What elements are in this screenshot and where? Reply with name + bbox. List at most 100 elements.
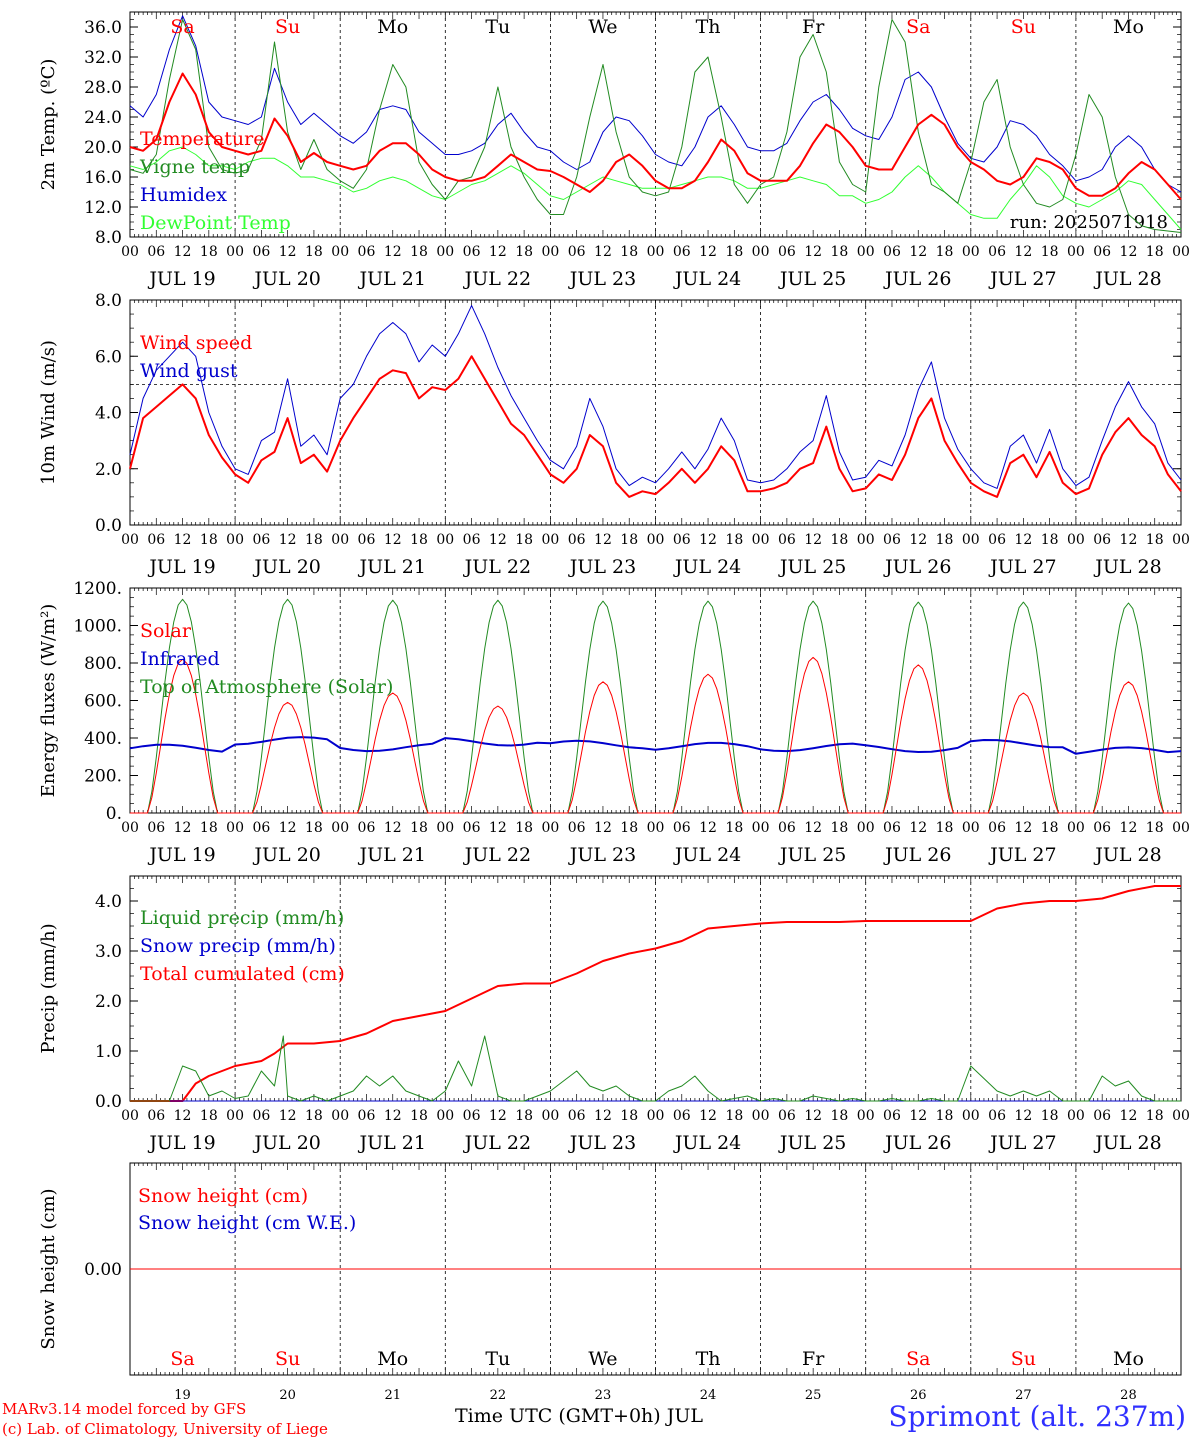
date-label: JUL 25 [778,556,846,578]
hour-label: 18 [515,244,533,260]
model-credit: MARv3.14 model forced by GFS [2,1400,247,1418]
run-label: run: 2025071918 [1010,212,1168,233]
date-label: JUL 27 [988,556,1056,578]
hour-label: 00 [752,532,770,548]
hour-label: 18 [1146,1108,1164,1124]
date-label: JUL 24 [673,1132,741,1154]
hour-label: 00 [541,820,559,836]
weekday-label: Su [275,1348,300,1370]
hour-label: 18 [1146,820,1164,836]
hour-label: 06 [568,244,586,260]
hour-label: 06 [883,532,901,548]
hour-label: 12 [1120,820,1138,836]
hour-label: 00 [857,244,875,260]
hour-label: 00 [1172,1108,1190,1124]
date-label: JUL 21 [358,268,426,290]
hour-label: 12 [174,532,192,548]
hour-label: 00 [226,1108,244,1124]
y-axis-label: 2m Temp. (ºC) [38,59,59,191]
y-tick-label: 36.0 [84,18,122,38]
hour-label: 12 [174,820,192,836]
hour-label: 06 [778,532,796,548]
hour-label: 06 [358,1108,376,1124]
date-label: JUL 23 [568,268,636,290]
weekday-label: Th [696,16,721,38]
y-tick-label: 2.0 [95,460,122,480]
hour-label: 00 [647,532,665,548]
hour-label: 12 [279,820,297,836]
weekday-label: Sa [906,16,930,38]
legend-entry: Wind gust [140,360,238,382]
hour-label: 18 [831,244,849,260]
date-label: JUL 20 [252,268,320,290]
weekday-label: Tu [485,16,510,38]
hour-label: 06 [778,820,796,836]
series-line [129,355,1182,498]
date-label: JUL 21 [358,556,426,578]
date-label: JUL 24 [673,844,741,866]
hour-label: 06 [988,244,1006,260]
date-label: JUL 19 [147,844,215,866]
date-label: JUL 22 [463,844,531,866]
hour-label: 00 [331,244,349,260]
hour-label: 12 [594,244,612,260]
weekday-label: Mo [1113,1348,1144,1370]
hour-label: 00 [331,1108,349,1124]
hour-label: 12 [489,820,507,836]
hour-label: 18 [410,244,428,260]
day-number: 28 [1120,1388,1137,1403]
hour-label: 00 [962,244,980,260]
hour-label: 00 [752,1108,770,1124]
date-label: JUL 19 [147,556,215,578]
date-label: JUL 28 [1093,556,1161,578]
hour-label: 12 [594,532,612,548]
date-label: JUL 24 [673,268,741,290]
date-label: JUL 25 [778,844,846,866]
hour-label: 06 [883,1108,901,1124]
hour-label: 12 [174,244,192,260]
date-label: JUL 26 [883,844,951,866]
y-tick-label: 1000. [73,617,122,637]
hour-label: 00 [121,820,139,836]
weekday-label: Fr [802,16,825,38]
hour-label: 12 [804,244,822,260]
date-label: JUL 21 [358,1132,426,1154]
weekday-label: Mo [377,16,408,38]
legend-entry: Liquid precip (mm/h) [140,907,344,929]
hour-label: 18 [831,532,849,548]
hour-label: 12 [1014,820,1032,836]
hour-label: 18 [620,532,638,548]
hour-label: 06 [358,820,376,836]
hour-label: 18 [936,1108,954,1124]
legend-entry: Snow precip (mm/h) [140,935,336,957]
y-tick-label: 200. [84,767,122,787]
day-number: 25 [805,1388,822,1403]
hour-label: 00 [647,820,665,836]
hour-label: 00 [541,532,559,548]
y-tick-label: 12.0 [84,198,122,218]
hour-label: 00 [857,820,875,836]
hour-label: 00 [436,820,454,836]
y-axis-label: Snow height (cm) [38,1188,59,1349]
hour-label: 18 [305,1108,323,1124]
date-label: JUL 21 [358,844,426,866]
hour-label: 00 [1067,1108,1085,1124]
hour-label: 06 [463,244,481,260]
hour-label: 18 [725,1108,743,1124]
series-line [129,146,1182,230]
date-label: JUL 26 [883,268,951,290]
hour-label: 06 [883,820,901,836]
hour-label: 18 [725,244,743,260]
hour-label: 00 [752,244,770,260]
y-axis-label: Energy fluxes (W/m²) [38,604,59,798]
hour-label: 00 [436,1108,454,1124]
weekday-label: Sa [170,16,194,38]
y-tick-label: 4.0 [95,892,122,912]
series-line [129,15,1182,193]
y-tick-label: 8.0 [95,228,122,248]
y-tick-label: 1.0 [95,1042,122,1062]
time-axis-title: Time UTC (GMT+0h) JUL [455,1405,703,1427]
date-label: JUL 28 [1093,268,1161,290]
hour-label: 12 [594,1108,612,1124]
hour-label: 18 [410,820,428,836]
